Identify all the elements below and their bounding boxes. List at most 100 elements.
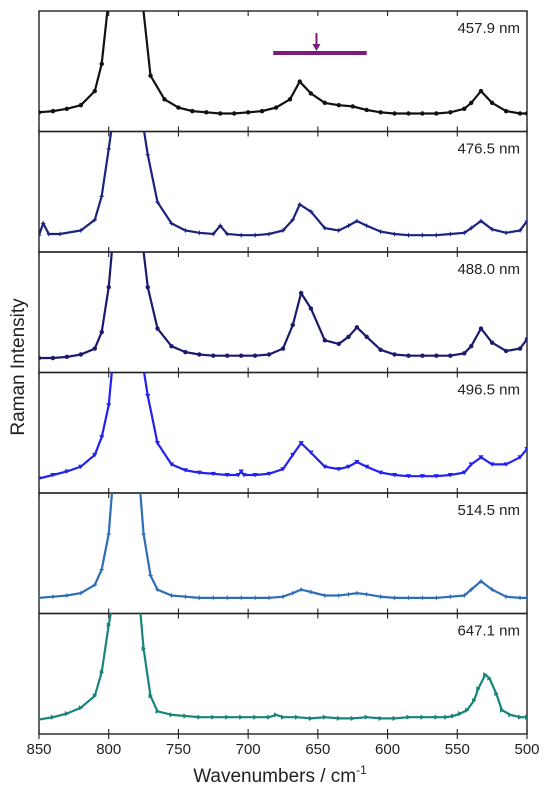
data-point: [140, 238, 144, 242]
data-point: [448, 231, 454, 237]
x-axis: 850 800 750 700 650 600 550 500: [26, 734, 539, 758]
data-point: [107, 0, 111, 1]
data-point: [79, 352, 83, 356]
data-point: [364, 108, 368, 112]
x-axis-title-text: Wavenumbers / cm: [193, 766, 356, 787]
data-point: [420, 353, 424, 357]
data-point: [140, 358, 145, 362]
x-tick-label: 600: [375, 741, 400, 758]
data-point: [451, 713, 455, 718]
data-point: [323, 715, 327, 720]
data-point: [111, 238, 115, 242]
data-point: [354, 590, 360, 596]
data-point: [100, 62, 104, 66]
panel-frame: [39, 11, 527, 132]
data-point: [503, 230, 509, 236]
data-point: [232, 111, 236, 115]
panel-wavelength-label: 647.1 nm: [457, 623, 520, 640]
data-point: [490, 101, 494, 105]
data-point: [65, 107, 69, 111]
data-point: [225, 715, 229, 720]
spectrum-line: [39, 0, 527, 114]
data-point: [448, 110, 452, 114]
panel-4: 496.5 nm: [36, 358, 529, 493]
data-point: [291, 323, 295, 327]
data-point: [309, 91, 313, 95]
data-point: [211, 715, 215, 720]
data-point: [239, 715, 243, 720]
data-point: [197, 230, 203, 236]
data-point: [155, 326, 159, 330]
data-point: [274, 105, 278, 109]
data-point: [140, 0, 144, 1]
data-point: [379, 716, 383, 721]
panel-wavelength-label: 514.5 nm: [457, 502, 520, 519]
data-point: [204, 110, 208, 114]
x-tick-label: 700: [236, 741, 261, 758]
panel-wavelength-label: 457.9 nm: [457, 20, 520, 37]
data-point: [99, 193, 105, 199]
data-point: [355, 325, 359, 329]
data-point: [79, 103, 83, 107]
data-point: [51, 356, 55, 360]
data-point: [176, 105, 180, 109]
data-point: [364, 335, 368, 339]
data-point: [524, 595, 530, 601]
data-point: [508, 712, 512, 717]
data-point: [134, 0, 138, 1]
data-point: [93, 89, 97, 93]
data-point: [266, 231, 272, 237]
panel-3: 488.0 nm: [37, 238, 529, 373]
data-point: [137, 478, 143, 484]
spectrum-line: [39, 481, 527, 598]
data-point: [420, 111, 424, 115]
data-point: [322, 593, 328, 599]
data-point: [169, 712, 173, 717]
data-point: [106, 403, 111, 407]
data-point: [238, 232, 244, 238]
data-point: [162, 97, 166, 101]
data-point: [434, 111, 438, 115]
data-point: [420, 232, 426, 238]
data-point: [337, 716, 341, 721]
data-point: [462, 351, 466, 355]
data-point: [420, 595, 426, 601]
data-point: [434, 595, 440, 601]
panel-5: 514.5 nm: [36, 478, 530, 613]
data-point: [110, 478, 116, 484]
data-point: [139, 117, 145, 123]
data-point: [469, 101, 473, 105]
data-point: [518, 346, 522, 350]
data-point: [37, 356, 41, 360]
spectrum-line: [39, 601, 527, 719]
data-point: [308, 589, 314, 595]
data-point: [252, 232, 258, 238]
data-point: [224, 595, 230, 601]
data-point: [504, 349, 508, 353]
spectrum-line: [39, 361, 527, 479]
data-point: [288, 97, 292, 101]
data-point: [93, 346, 97, 350]
x-axis-title: Wavenumbers / cm-1: [193, 763, 367, 787]
data-point: [448, 594, 454, 600]
data-point: [525, 337, 529, 341]
data-point: [299, 291, 303, 295]
data-point: [51, 715, 55, 720]
data-point: [298, 79, 302, 83]
panel-2: 476.5 nm: [36, 117, 530, 252]
data-point: [274, 712, 278, 717]
data-point: [51, 109, 55, 113]
data-point: [434, 232, 440, 238]
data-point: [252, 595, 258, 601]
data-point: [50, 594, 56, 600]
data-point: [169, 344, 173, 348]
data-point: [106, 531, 112, 537]
data-point: [392, 231, 398, 237]
data-point: [253, 353, 257, 357]
y-axis-title: Raman Intensity: [8, 298, 29, 436]
data-point: [110, 358, 115, 362]
data-point: [323, 101, 327, 105]
data-point: [148, 74, 152, 78]
data-point: [107, 285, 111, 289]
